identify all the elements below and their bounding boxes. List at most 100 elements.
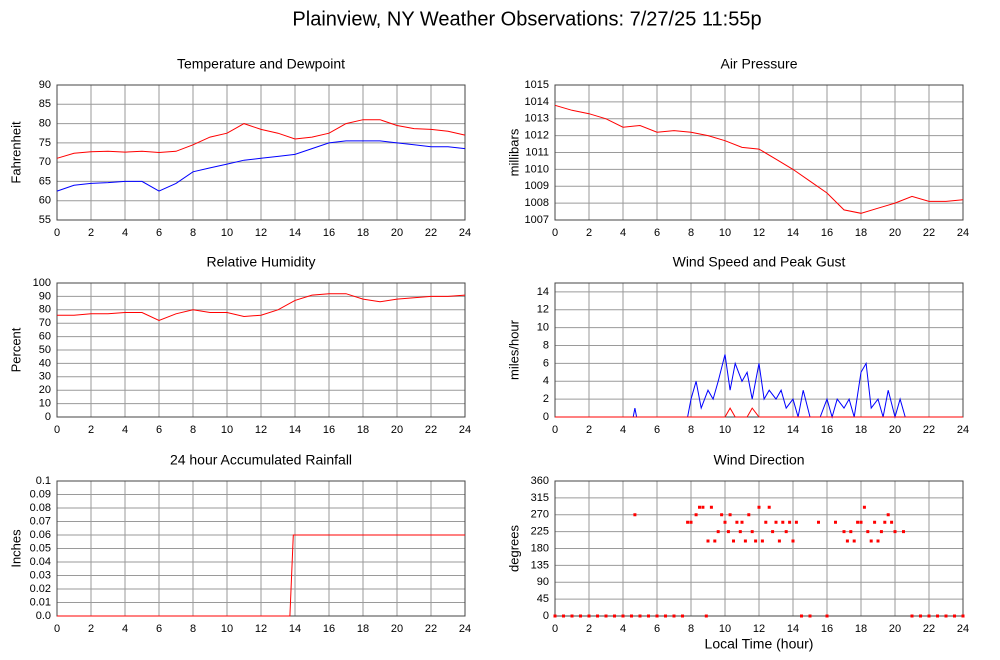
y-tick-label: 60: [39, 331, 51, 343]
x-tick-label: 6: [654, 424, 660, 436]
x-tick-label: 24: [459, 623, 471, 635]
chart-title: 24 hour Accumulated Rainfall: [170, 452, 352, 468]
point: [902, 530, 905, 534]
x-tick-label: 18: [357, 623, 369, 635]
y-tick-label: 80: [39, 117, 51, 129]
plot-frame: [56, 282, 466, 418]
point: [613, 614, 616, 618]
x-tick-label: 12: [753, 623, 765, 635]
x-tick-label: 6: [156, 424, 162, 436]
point: [890, 520, 894, 524]
y-tick-label: 8: [543, 339, 549, 351]
point: [859, 520, 863, 524]
x-tick-label: 12: [255, 623, 267, 635]
point: [784, 530, 788, 534]
x-tick-label: 20: [391, 623, 403, 635]
x-tick-label: 6: [654, 623, 660, 635]
x-tick-label: 4: [620, 227, 626, 239]
x-tick-label: 18: [855, 623, 867, 635]
point: [630, 614, 633, 618]
chart-title: Air Pressure: [720, 56, 797, 72]
point: [723, 520, 727, 524]
y-tick-label: 10: [537, 322, 549, 334]
x-tick-label: 16: [323, 227, 335, 239]
y-axis-label: Inches: [8, 529, 23, 568]
series-line: [555, 407, 963, 418]
chart-title: Wind Speed and Peak Gust: [673, 254, 846, 270]
point: [767, 505, 771, 509]
point: [866, 530, 870, 534]
point: [713, 539, 717, 543]
point: [910, 614, 914, 618]
x-tick-label: 2: [88, 623, 94, 635]
point: [876, 539, 880, 543]
point: [791, 539, 795, 543]
point: [856, 520, 860, 524]
point: [893, 530, 897, 534]
x-tick-label: 8: [688, 227, 694, 239]
y-tick-label: 65: [39, 175, 51, 187]
chart-title: Relative Humidity: [207, 254, 316, 270]
y-tick-label: 0: [543, 411, 549, 423]
x-tick-label: 16: [821, 227, 833, 239]
x-tick-label: 12: [753, 424, 765, 436]
x-tick-label: 20: [889, 424, 901, 436]
point: [579, 614, 582, 618]
x-tick-label: 8: [688, 623, 694, 635]
x-tick-label: 22: [923, 424, 935, 436]
y-tick-label: 0.07: [30, 515, 51, 527]
point: [852, 539, 856, 543]
point: [817, 520, 820, 524]
x-tick-label: 10: [719, 424, 731, 436]
x-tick-label: 2: [88, 424, 94, 436]
x-tick-label: 16: [323, 424, 335, 436]
point: [664, 614, 667, 618]
point: [604, 614, 608, 618]
x-tick-label: 14: [289, 623, 301, 635]
y-tick-label: 70: [39, 156, 51, 168]
point: [794, 520, 798, 524]
y-tick-label: 50: [39, 344, 51, 356]
y-tick-label: 0.09: [30, 488, 51, 500]
x-axis-label: Local Time (hour): [705, 636, 814, 652]
x-tick-label: 16: [821, 623, 833, 635]
point: [869, 539, 873, 543]
x-tick-label: 2: [586, 227, 592, 239]
y-tick-label: 4: [543, 375, 549, 387]
y-tick-label: 360: [531, 475, 549, 487]
x-tick-label: 18: [855, 227, 867, 239]
point: [698, 505, 701, 509]
point: [686, 520, 690, 524]
x-tick-label: 10: [719, 227, 731, 239]
x-tick-label: 6: [654, 227, 660, 239]
x-tick-label: 14: [289, 227, 301, 239]
y-tick-label: 100: [33, 277, 51, 289]
y-tick-label: 12: [537, 304, 549, 316]
point: [740, 520, 744, 524]
y-tick-label: 0.02: [30, 583, 51, 595]
point: [800, 614, 803, 618]
y-tick-label: 6: [543, 357, 549, 369]
point: [655, 614, 659, 618]
x-tick-label: 10: [719, 623, 731, 635]
point: [726, 530, 730, 534]
y-tick-label: 0.06: [30, 529, 51, 541]
x-tick-label: 0: [54, 623, 60, 635]
y-tick-label: 1007: [525, 214, 549, 226]
y-axis-label: degrees: [506, 525, 521, 572]
point: [757, 505, 761, 509]
y-tick-label: 45: [537, 593, 549, 605]
x-tick-label: 0: [552, 227, 558, 239]
series-line: [56, 119, 466, 159]
x-tick-label: 4: [620, 424, 626, 436]
y-tick-label: 0.03: [30, 569, 51, 581]
y-tick-label: 1011: [525, 146, 549, 158]
x-tick-label: 20: [889, 227, 901, 239]
point: [777, 539, 781, 543]
point: [774, 520, 778, 524]
x-tick-label: 14: [787, 623, 799, 635]
x-tick-label: 16: [323, 623, 335, 635]
x-tick-label: 16: [821, 424, 833, 436]
y-tick-label: 20: [39, 384, 51, 396]
